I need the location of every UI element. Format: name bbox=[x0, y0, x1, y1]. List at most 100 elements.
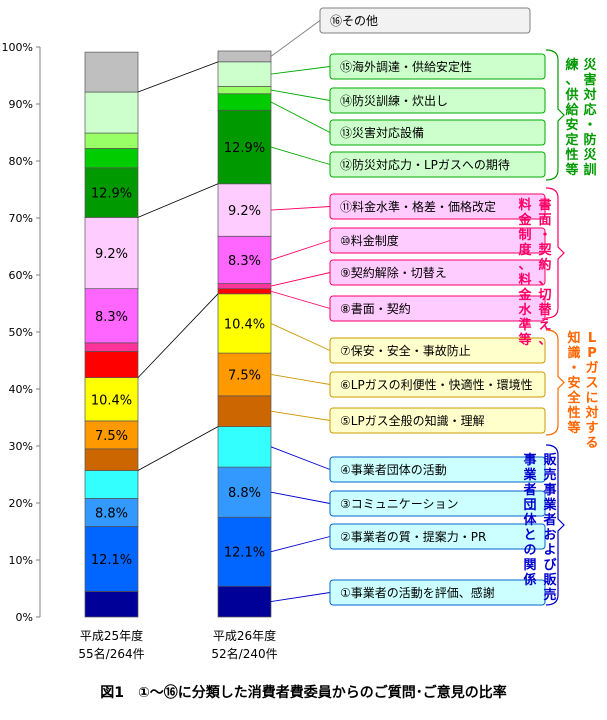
bar-segment bbox=[84, 132, 139, 149]
group-bracket bbox=[545, 329, 565, 436]
bar-segment bbox=[217, 93, 272, 111]
legend-connector-line bbox=[270, 146, 331, 165]
legend-box bbox=[329, 227, 546, 254]
legend-label: ⑥LPガスの利便性・快適性・環境性 bbox=[340, 377, 533, 392]
bar-segment bbox=[84, 288, 139, 344]
bar-segment bbox=[84, 148, 139, 169]
y-tick-label: 20% bbox=[9, 497, 33, 510]
group-label: 書面・契約、切替え、 bbox=[537, 197, 552, 348]
bar-segment bbox=[217, 293, 272, 354]
legend-connector-line bbox=[270, 536, 331, 553]
legend-connector-line bbox=[270, 66, 331, 75]
y-tick-label: 100% bbox=[2, 41, 33, 54]
group-bracket bbox=[545, 187, 565, 319]
legend-label: ⑫防災対応力・LPガスへの期待 bbox=[340, 157, 510, 172]
group-label: L P ガスに対する bbox=[584, 331, 598, 451]
legend-label: ⑤LPガス全般の知識・理解 bbox=[340, 413, 485, 428]
bar-segment bbox=[217, 235, 272, 284]
bar-value-label: 7.5% bbox=[95, 429, 128, 444]
legend-box bbox=[329, 151, 546, 178]
bar-connector-line bbox=[137, 183, 219, 218]
bar-connector-line bbox=[137, 61, 219, 93]
x-category-sublabel: 55名/264件 bbox=[78, 646, 144, 661]
legend-connector-line bbox=[270, 374, 331, 385]
legend-connector-line bbox=[270, 491, 331, 504]
legend-label: ②事業者の質・提案力・PR bbox=[340, 529, 486, 544]
y-tick-label: 70% bbox=[9, 212, 33, 225]
bar-connector-line bbox=[137, 426, 219, 471]
bar-value-label: 9.2% bbox=[95, 247, 128, 262]
stacked-bar-chart: 0% 10% 20% 30% 40% 50% 60% 70% 80% 90% 100% 12.1% 8.… bbox=[2, 7, 599, 661]
bar-segment bbox=[84, 526, 139, 592]
legend-box bbox=[329, 53, 546, 80]
y-tick-label: 50% bbox=[9, 326, 33, 339]
legend-label: ④事業者団体の活動 bbox=[340, 463, 447, 477]
legend-connector-line bbox=[270, 206, 331, 211]
bar-value-label: 10.4% bbox=[91, 393, 132, 408]
group-label: 練、供給安定性等 bbox=[564, 57, 579, 178]
bar-segment bbox=[84, 351, 139, 378]
bar-value-label: 12.9% bbox=[91, 187, 132, 202]
legend-label: ⑩料金制度 bbox=[340, 233, 399, 248]
x-category-label: 平成25年度 bbox=[80, 628, 143, 643]
legend-box bbox=[329, 337, 546, 364]
group-label: 販売事業者および販売 bbox=[542, 452, 557, 603]
bar-value-label: 8.8% bbox=[95, 506, 128, 521]
x-category-sublabel: 52名/240件 bbox=[211, 646, 277, 661]
bar-value-label: 10.4% bbox=[224, 317, 265, 332]
legend-box bbox=[319, 7, 531, 34]
legend-label: ⑮海外調達・供給安定性 bbox=[340, 59, 472, 74]
bar-value-label: 8.3% bbox=[95, 310, 128, 325]
legend-box bbox=[329, 193, 546, 220]
legend-box bbox=[329, 456, 546, 483]
legend-label: ③コミュニケーション bbox=[340, 497, 459, 511]
legend-connector-line bbox=[270, 592, 331, 603]
bar-segment bbox=[217, 288, 272, 295]
figure-caption: 図1 ①～⑯に分類した消費者費委員からのご質問･ご意見の比率 bbox=[100, 685, 507, 701]
bar-segment bbox=[217, 585, 272, 618]
legend-box bbox=[329, 407, 546, 434]
legend-label: ①事業者の活動を評価、感謝 bbox=[340, 585, 495, 600]
y-tick-label: 60% bbox=[9, 269, 33, 282]
group-bracket bbox=[545, 444, 565, 606]
group-label: 知識・安全性等 bbox=[566, 330, 581, 436]
group-label: 事業者団体との関係 bbox=[522, 452, 537, 588]
bar-value-label: 8.8% bbox=[228, 486, 261, 501]
bar-segment bbox=[217, 61, 272, 87]
legend-box bbox=[329, 295, 546, 322]
legend-connector-line bbox=[270, 410, 331, 421]
bar-segment bbox=[217, 395, 272, 427]
legend-connector-line bbox=[270, 446, 331, 470]
legend-connector-line bbox=[270, 272, 331, 287]
y-tick-label: 30% bbox=[9, 440, 33, 453]
bar-value-label: 7.5% bbox=[228, 368, 261, 383]
legend-label: ⑦保安・安全・事故防止 bbox=[340, 343, 471, 358]
legend-box bbox=[329, 579, 546, 606]
y-tick-label: 10% bbox=[9, 554, 33, 567]
bar-segment bbox=[217, 109, 272, 185]
legend-box bbox=[329, 371, 546, 398]
y-tick-label: 80% bbox=[9, 155, 33, 168]
group-label: 災害対応・防災訓 bbox=[582, 58, 597, 178]
group-label: 料金制度、料金水準等 bbox=[517, 197, 532, 348]
bar-segment bbox=[84, 590, 139, 618]
legend-box bbox=[329, 490, 546, 517]
legend-connector-line bbox=[270, 323, 331, 351]
bar-segment bbox=[84, 51, 139, 93]
bar-segment bbox=[217, 85, 272, 95]
bar-value-label: 12.1% bbox=[91, 553, 132, 568]
legend-connector-line bbox=[270, 89, 331, 101]
legend-label: ⑪料金水準・格差・価格改定 bbox=[340, 199, 496, 214]
legend-box bbox=[329, 87, 546, 114]
legend-box bbox=[329, 523, 546, 550]
bar-segment bbox=[217, 426, 272, 468]
legend-label: ⑨契約解除・切替え bbox=[340, 265, 447, 280]
legend-label: ⑯その他 bbox=[330, 14, 378, 28]
bar-segment bbox=[84, 167, 139, 218]
bar-connector-line bbox=[137, 293, 219, 378]
bar-value-label: 8.3% bbox=[228, 254, 261, 269]
group-bracket bbox=[545, 49, 565, 181]
legend-label: ⑬災害対応設備 bbox=[340, 125, 424, 140]
y-tick-label: 0% bbox=[16, 611, 33, 624]
legend-box bbox=[329, 119, 546, 146]
